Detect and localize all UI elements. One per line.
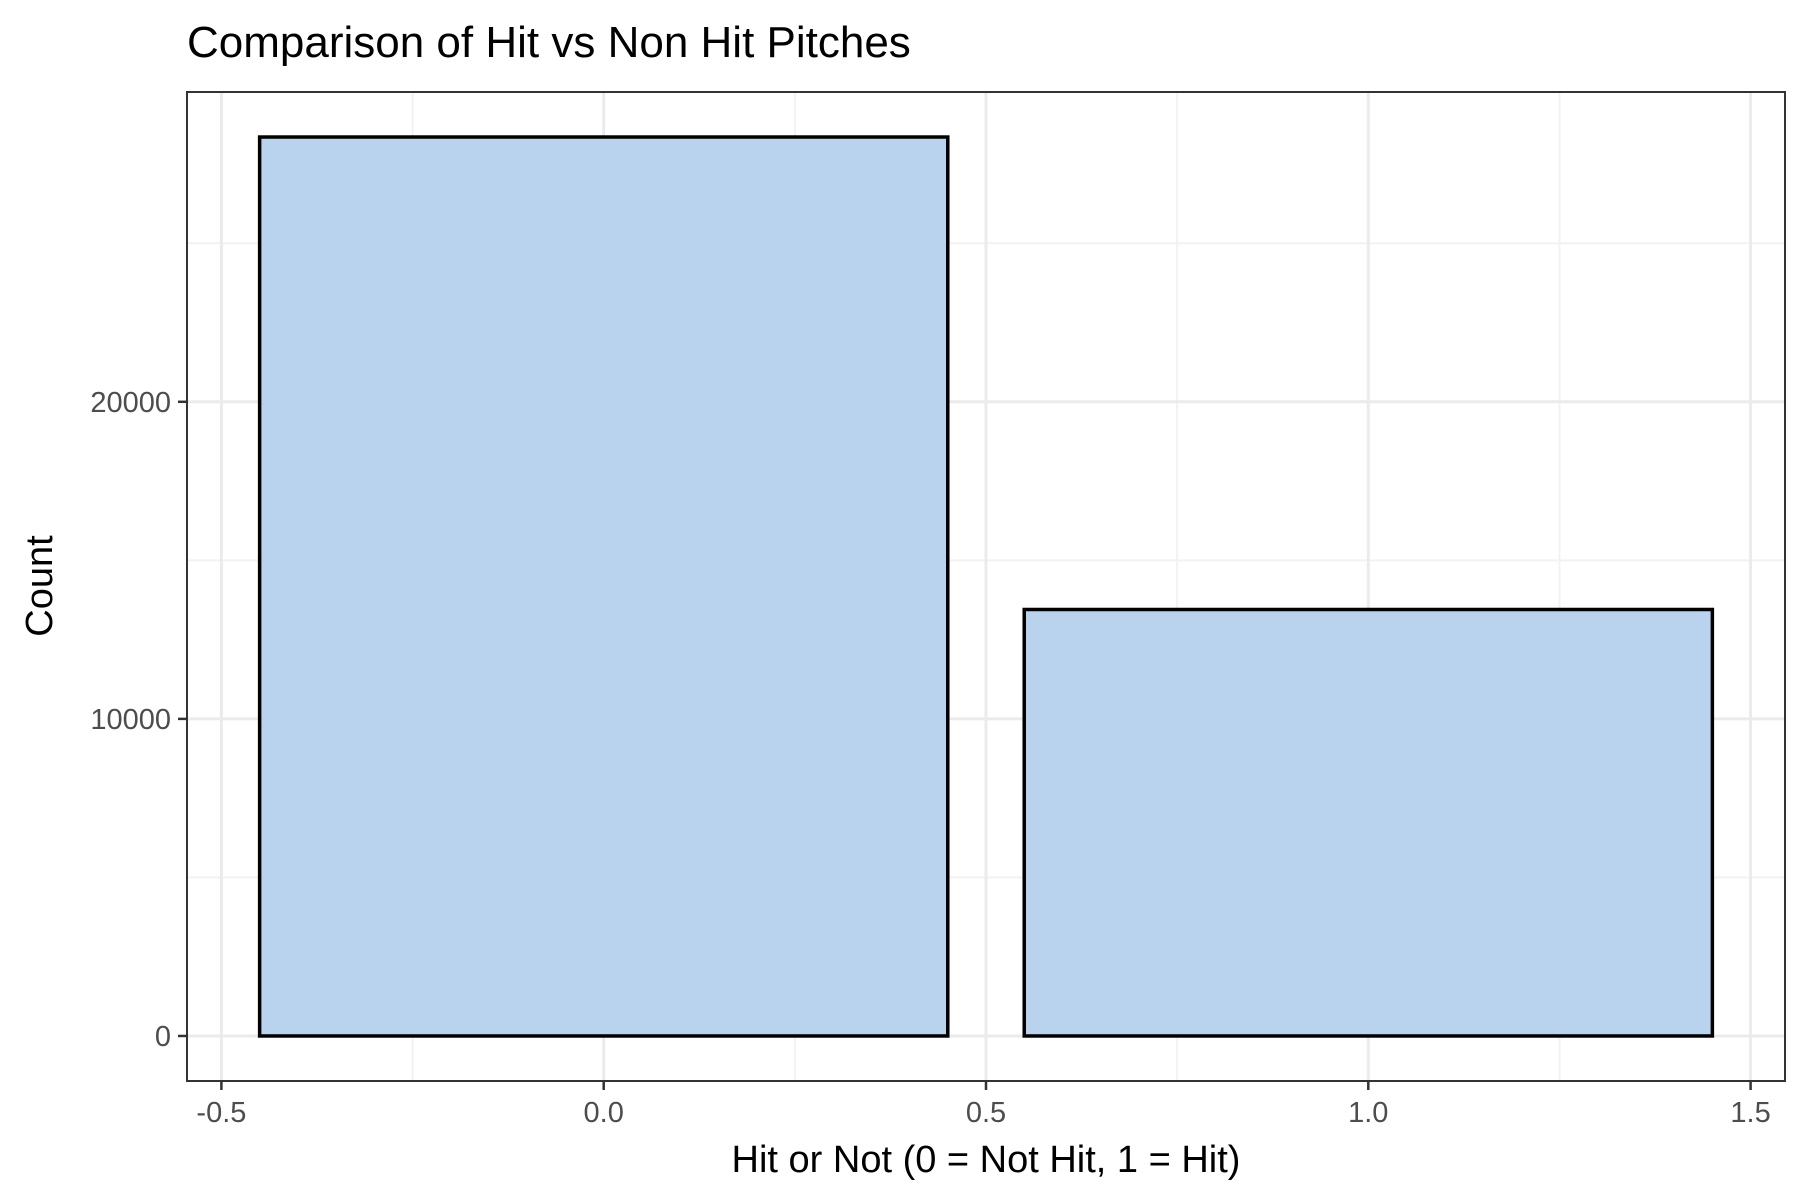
x-tick-label: 1.5 xyxy=(1730,1097,1770,1129)
y-tick-label: 10000 xyxy=(90,704,171,736)
chart-title: Comparison of Hit vs Non Hit Pitches xyxy=(187,18,911,67)
y-tick-label: 0 xyxy=(155,1021,171,1053)
y-axis: 0 10000 20000 xyxy=(90,387,187,1053)
x-axis-title: Hit or Not (0 = Not Hit, 1 = Hit) xyxy=(732,1139,1241,1181)
x-tick-label: 1.0 xyxy=(1348,1097,1388,1129)
y-tick-label: 20000 xyxy=(90,387,171,419)
bar-0 xyxy=(257,135,950,1038)
x-axis: -0.5 0.0 0.5 1.0 1.5 xyxy=(196,1081,1771,1129)
x-tick-label: -0.5 xyxy=(196,1097,246,1129)
bars xyxy=(257,135,1715,1038)
x-tick-label: 0.5 xyxy=(966,1097,1006,1129)
x-tick-label: 0.0 xyxy=(584,1097,624,1129)
y-axis-title: Count xyxy=(19,535,61,637)
bar-1 xyxy=(1022,607,1715,1038)
